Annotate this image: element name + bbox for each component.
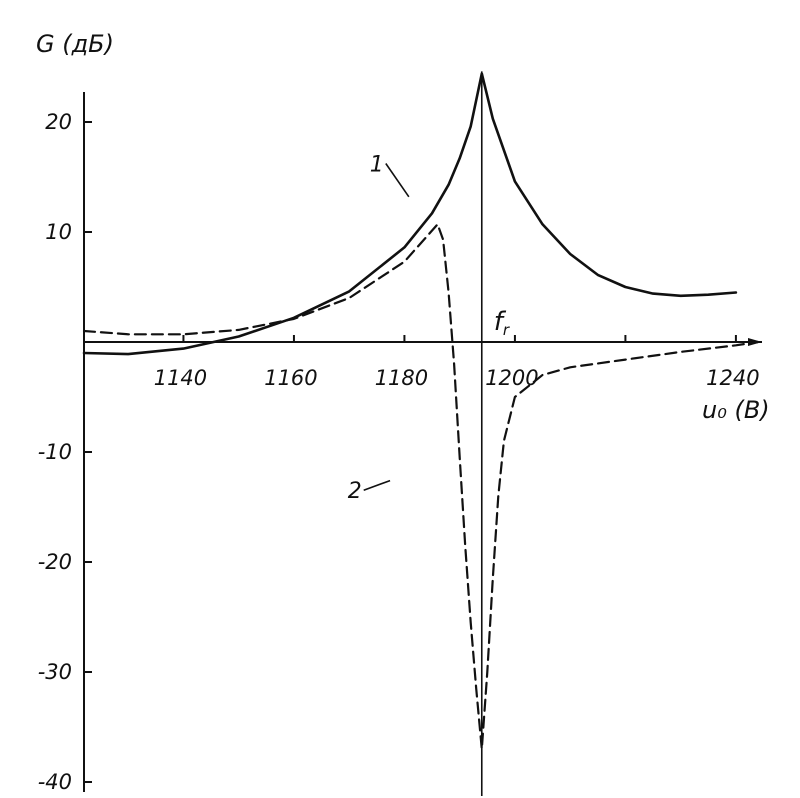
curve-label-leader-2 [364,481,390,491]
y-tick-label: 20 [45,110,72,134]
x-tick-label: 1200 [485,366,538,390]
series-layer [84,74,758,749]
x-ticks [183,335,735,342]
resonance-label-subscript: r [503,321,510,339]
y-tick-label: -40 [38,770,72,794]
x-tick-label: 1240 [706,366,759,390]
plot-axes [84,71,762,796]
x-tick-label: 1180 [375,366,428,390]
y-tick-label: 10 [45,220,72,244]
y-tick-label: -10 [38,440,72,464]
y-axis-title: G (дБ) [36,30,114,58]
curve-label-2: 2 [348,479,362,504]
resonance-label: fr [494,307,510,339]
series-2-line [84,224,758,749]
curve-label-1: 1 [370,153,384,178]
x-tick-label: 1140 [154,366,207,390]
y-tick-labels: 20 10 -10 -20 -30 -40 [38,110,72,794]
curve-labels: 12 [348,153,409,505]
y-ticks [84,122,92,782]
y-tick-label: -30 [38,660,72,684]
curve-label-leader-1 [386,164,409,197]
x-tick-label: 1160 [264,366,317,390]
x-tick-labels: 1140 1160 1180 1200 1240 [154,366,760,390]
x-axis-title: u₀ (В) [702,396,770,424]
y-tick-label: -20 [38,550,72,574]
series-1-line [84,74,736,355]
